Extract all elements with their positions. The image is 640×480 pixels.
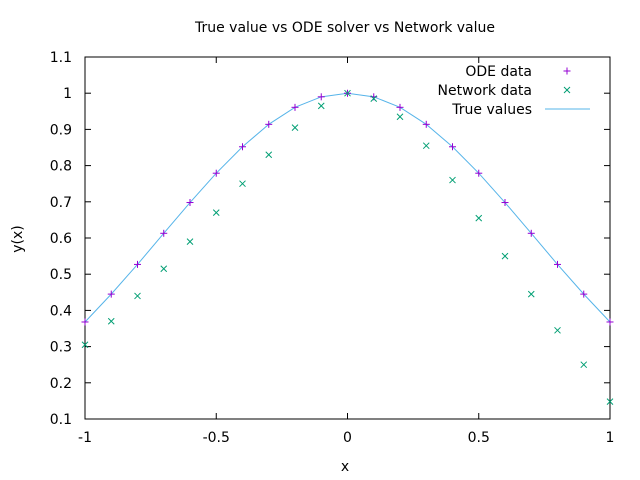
ode-data-point — [422, 120, 430, 128]
ode-data-point — [527, 229, 535, 237]
legend-label-ode-data: ODE data — [465, 64, 532, 80]
network-data-point — [291, 124, 299, 131]
ode-data-point — [475, 169, 483, 177]
ode-data-point — [291, 103, 299, 111]
y-tick-label: 1.1 — [50, 50, 72, 66]
ode-data-point — [396, 103, 404, 111]
legend-key-network-data — [563, 86, 571, 94]
y-tick-label: 0.8 — [50, 159, 72, 175]
true-values-line — [84, 92, 611, 323]
ode-data-point — [265, 120, 273, 128]
network-data-point — [344, 89, 351, 97]
network-data-point — [501, 252, 509, 260]
network-data-point — [265, 151, 273, 159]
network-data-point — [239, 180, 246, 188]
ode-data-point — [239, 143, 246, 151]
network-data-point — [317, 102, 325, 110]
network-data-point — [134, 292, 141, 300]
ode-data-point — [580, 290, 588, 298]
y-tick-label: 1 — [63, 86, 72, 102]
y-tick-label: 0.7 — [50, 195, 72, 211]
ode-data-point — [317, 93, 325, 101]
network-data-point — [370, 95, 378, 102]
ode-data-point — [554, 260, 561, 268]
ode-data-point — [134, 260, 141, 268]
x-tick-label: 0 — [343, 430, 352, 446]
y-tick-label: 0.2 — [50, 376, 72, 392]
plot-area: -1 -0.5 0 0.5 1 0.1 0.2 0.3 0.4 0.5 0.6 0.7 0.8 0.9 1 1… — [50, 50, 615, 446]
ode-data-point — [107, 290, 115, 298]
x-tick-label: 1 — [606, 430, 615, 446]
legend-label-true-values: True values — [451, 102, 532, 118]
network-data-point — [107, 317, 115, 325]
x-tick-label: 0.5 — [468, 430, 490, 446]
network-data-point — [580, 361, 588, 369]
y-tick-label: 0.1 — [50, 412, 72, 428]
y-tick-label: 0.5 — [50, 267, 72, 283]
network-data-point — [160, 265, 168, 273]
ode-data-point — [606, 318, 614, 326]
y-tick-label: 0.4 — [50, 303, 72, 319]
network-data-point — [396, 113, 404, 121]
x-tick-label: -0.5 — [203, 430, 230, 446]
ode-data-point — [212, 169, 220, 177]
y-axis-label: y(x) — [10, 225, 26, 253]
legend-key-ode-data — [563, 67, 571, 75]
x-tick-label: -1 — [78, 430, 92, 446]
legend-label-network-data: Network data — [438, 83, 532, 99]
network-data-point — [422, 142, 430, 150]
network-data-point — [81, 341, 89, 349]
network-data-point — [606, 398, 614, 405]
ode-data-point — [81, 318, 89, 326]
y-tick-label: 0.6 — [50, 231, 72, 247]
network-data-point — [475, 214, 483, 222]
network-data-point — [449, 176, 456, 184]
x-axis-label: x — [341, 459, 349, 475]
y-tick-label: 0.9 — [50, 122, 72, 138]
network-data-point — [527, 290, 535, 298]
network-data-point — [212, 209, 220, 217]
y-tick-label: 0.3 — [50, 340, 72, 356]
ode-data-point — [501, 199, 509, 207]
network-data-point — [554, 326, 561, 334]
ode-data-point — [160, 229, 168, 237]
ode-data-point — [449, 143, 456, 151]
network-data-point — [186, 238, 194, 245]
legend: ODE data Network data True values — [438, 64, 590, 118]
chart-title: True value vs ODE solver vs Network valu… — [194, 20, 495, 36]
ode-data-point — [186, 199, 194, 207]
